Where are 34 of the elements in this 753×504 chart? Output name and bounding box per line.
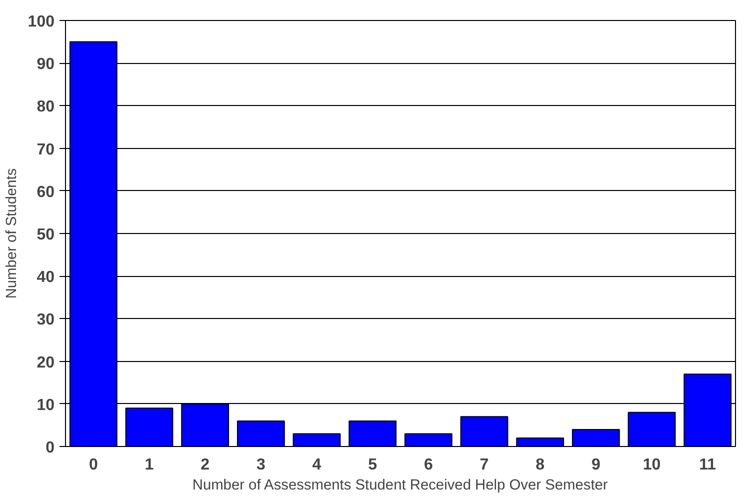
y-tick-label: 80 bbox=[36, 98, 55, 116]
x-tick-label: 9 bbox=[591, 456, 600, 474]
bar bbox=[460, 416, 508, 446]
y-tick-label: 10 bbox=[36, 396, 55, 414]
bar bbox=[628, 412, 676, 446]
x-tick-label: 8 bbox=[536, 456, 545, 474]
x-tick-label: 10 bbox=[642, 456, 661, 474]
x-tick-label: 6 bbox=[424, 456, 433, 474]
y-tick-label: 50 bbox=[36, 226, 55, 244]
x-tick-label: 0 bbox=[88, 456, 98, 474]
x-tick-label: 7 bbox=[480, 456, 489, 474]
bar bbox=[572, 428, 620, 446]
x-tick-label: 4 bbox=[312, 456, 322, 474]
bar bbox=[348, 420, 397, 446]
x-axis-title: Number of Assessments Student Received Help Over Semester bbox=[192, 478, 608, 494]
bar bbox=[292, 433, 341, 446]
y-tick-label: 90 bbox=[36, 56, 55, 74]
y-tick-label: 40 bbox=[36, 269, 55, 286]
bar bbox=[236, 420, 285, 446]
bar bbox=[125, 408, 174, 446]
x-tick-label: 2 bbox=[200, 456, 210, 474]
bar bbox=[516, 437, 564, 446]
x-tick-label: 1 bbox=[144, 456, 154, 474]
y-tick-label: 20 bbox=[36, 354, 55, 372]
x-tick-label: 11 bbox=[699, 456, 716, 474]
y-tick-label: 100 bbox=[28, 14, 55, 30]
y-tick-label: 70 bbox=[36, 141, 55, 158]
y-tick-label: 0 bbox=[46, 440, 55, 456]
x-tick-label: 5 bbox=[368, 456, 378, 474]
y-axis-title: Number of Students bbox=[4, 168, 20, 299]
x-tick-label: 3 bbox=[256, 456, 266, 474]
bar bbox=[404, 433, 452, 446]
y-tick-label: 30 bbox=[36, 312, 55, 329]
y-tick-label: 60 bbox=[36, 184, 55, 201]
